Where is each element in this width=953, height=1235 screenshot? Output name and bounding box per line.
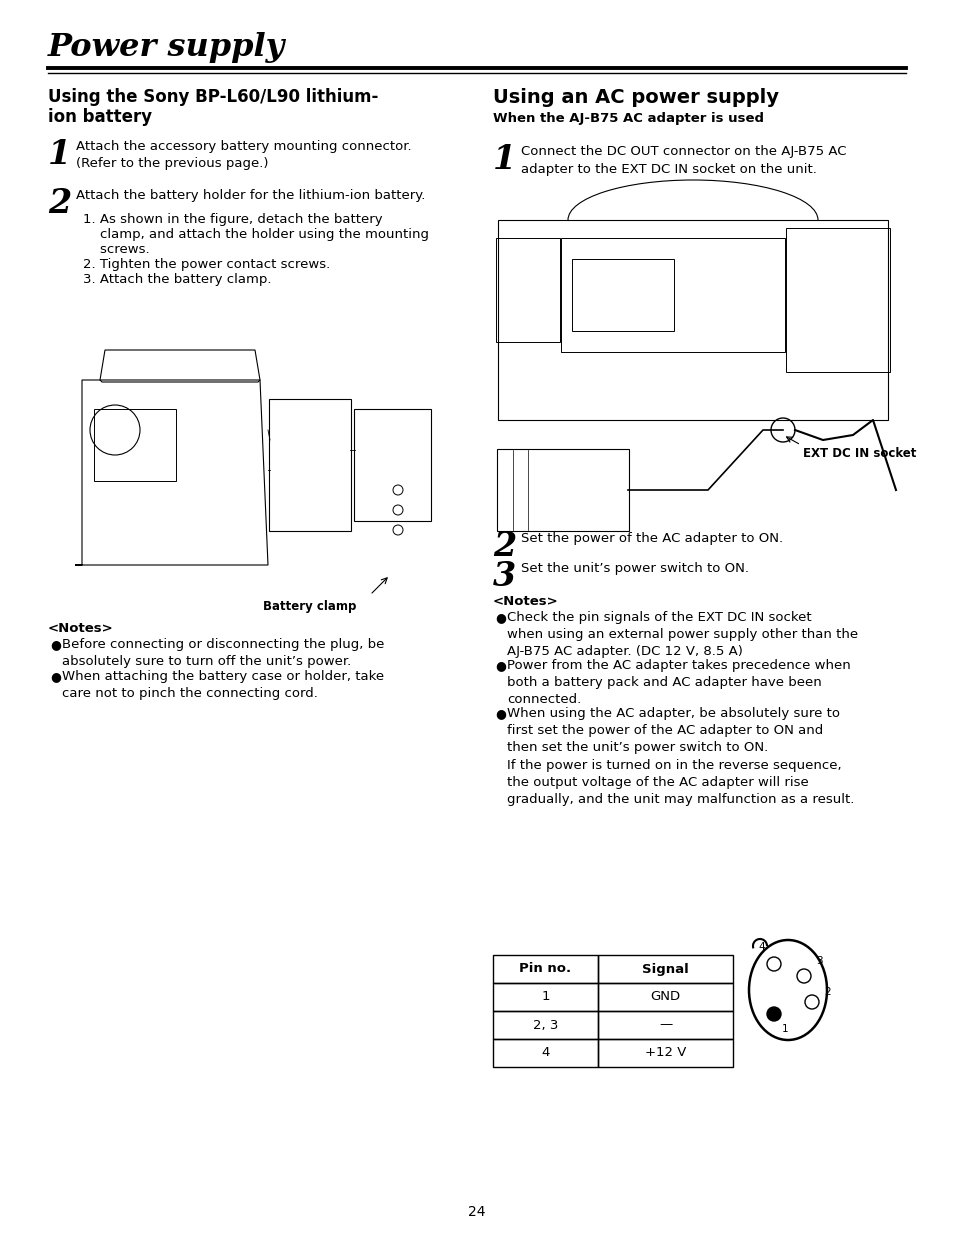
Text: Before connecting or disconnecting the plug, be
absolutely sure to turn off the : Before connecting or disconnecting the p…: [62, 638, 384, 668]
Bar: [493, 1039, 598, 1067]
Text: ●: ●: [495, 706, 505, 720]
Text: ●: ●: [50, 671, 61, 683]
Text: 4: 4: [540, 1046, 549, 1060]
Text: 4: 4: [758, 942, 764, 952]
Text: Set the power of the AC adapter to ON.: Set the power of the AC adapter to ON.: [520, 532, 782, 545]
Text: Attach the accessory battery mounting connector.
(Refer to the previous page.): Attach the accessory battery mounting co…: [76, 140, 411, 170]
Text: 1: 1: [493, 143, 516, 177]
Circle shape: [766, 1007, 781, 1021]
Text: 2, 3: 2, 3: [533, 1019, 558, 1031]
Text: <Notes>: <Notes>: [48, 622, 113, 635]
Text: 2: 2: [48, 186, 71, 220]
Text: When attaching the battery case or holder, take
care not to pinch the connecting: When attaching the battery case or holde…: [62, 671, 384, 700]
Text: ●: ●: [495, 659, 505, 672]
Text: Pin no.: Pin no.: [518, 962, 571, 976]
Bar: [598, 983, 732, 1011]
Text: clamp, and attach the holder using the mounting: clamp, and attach the holder using the m…: [83, 228, 429, 241]
Text: Attach the battery holder for the lithium-ion battery.: Attach the battery holder for the lithiu…: [76, 189, 425, 203]
Text: Using an AC power supply: Using an AC power supply: [493, 88, 779, 107]
Text: 3. Attach the battery clamp.: 3. Attach the battery clamp.: [83, 273, 272, 287]
Text: EXT DC IN socket: EXT DC IN socket: [802, 447, 916, 459]
Bar: [493, 955, 598, 983]
Text: 1: 1: [781, 1024, 788, 1034]
Text: 1: 1: [540, 990, 549, 1004]
Text: Connect the DC OUT connector on the AJ-B75 AC
adapter to the EXT DC IN socket on: Connect the DC OUT connector on the AJ-B…: [520, 144, 845, 175]
Text: GND: GND: [650, 990, 679, 1004]
Text: 2: 2: [493, 530, 516, 563]
Text: Set the unit’s power switch to ON.: Set the unit’s power switch to ON.: [520, 562, 748, 576]
Text: Battery clamp: Battery clamp: [263, 600, 356, 613]
Text: +12 V: +12 V: [644, 1046, 685, 1060]
Text: 1. As shown in the figure, detach the battery: 1. As shown in the figure, detach the ba…: [83, 212, 382, 226]
Text: ●: ●: [50, 638, 61, 651]
Text: Signal: Signal: [641, 962, 688, 976]
Text: ●: ●: [495, 611, 505, 624]
Text: 3: 3: [493, 559, 516, 593]
Text: 2. Tighten the power contact screws.: 2. Tighten the power contact screws.: [83, 258, 330, 270]
Text: <Notes>: <Notes>: [493, 595, 558, 608]
Bar: [598, 955, 732, 983]
Text: —: —: [659, 1019, 672, 1031]
Text: Check the pin signals of the EXT DC IN socket
when using an external power suppl: Check the pin signals of the EXT DC IN s…: [506, 611, 858, 658]
Bar: [493, 1011, 598, 1039]
Text: Using the Sony BP-L60/L90 lithium-: Using the Sony BP-L60/L90 lithium-: [48, 88, 378, 106]
Text: screws.: screws.: [83, 243, 150, 256]
Bar: [598, 1039, 732, 1067]
Text: ion battery: ion battery: [48, 107, 152, 126]
Text: Power supply: Power supply: [48, 32, 285, 63]
Text: 2: 2: [823, 987, 830, 997]
Text: Power from the AC adapter takes precedence when
both a battery pack and AC adapt: Power from the AC adapter takes preceden…: [506, 659, 850, 706]
Text: When using the AC adapter, be absolutely sure to
first set the power of the AC a: When using the AC adapter, be absolutely…: [506, 706, 854, 806]
Bar: [493, 983, 598, 1011]
Bar: [598, 1011, 732, 1039]
Text: 24: 24: [468, 1205, 485, 1219]
Text: When the AJ-B75 AC adapter is used: When the AJ-B75 AC adapter is used: [493, 112, 763, 125]
Text: 1: 1: [48, 138, 71, 170]
Text: 3: 3: [815, 956, 821, 966]
